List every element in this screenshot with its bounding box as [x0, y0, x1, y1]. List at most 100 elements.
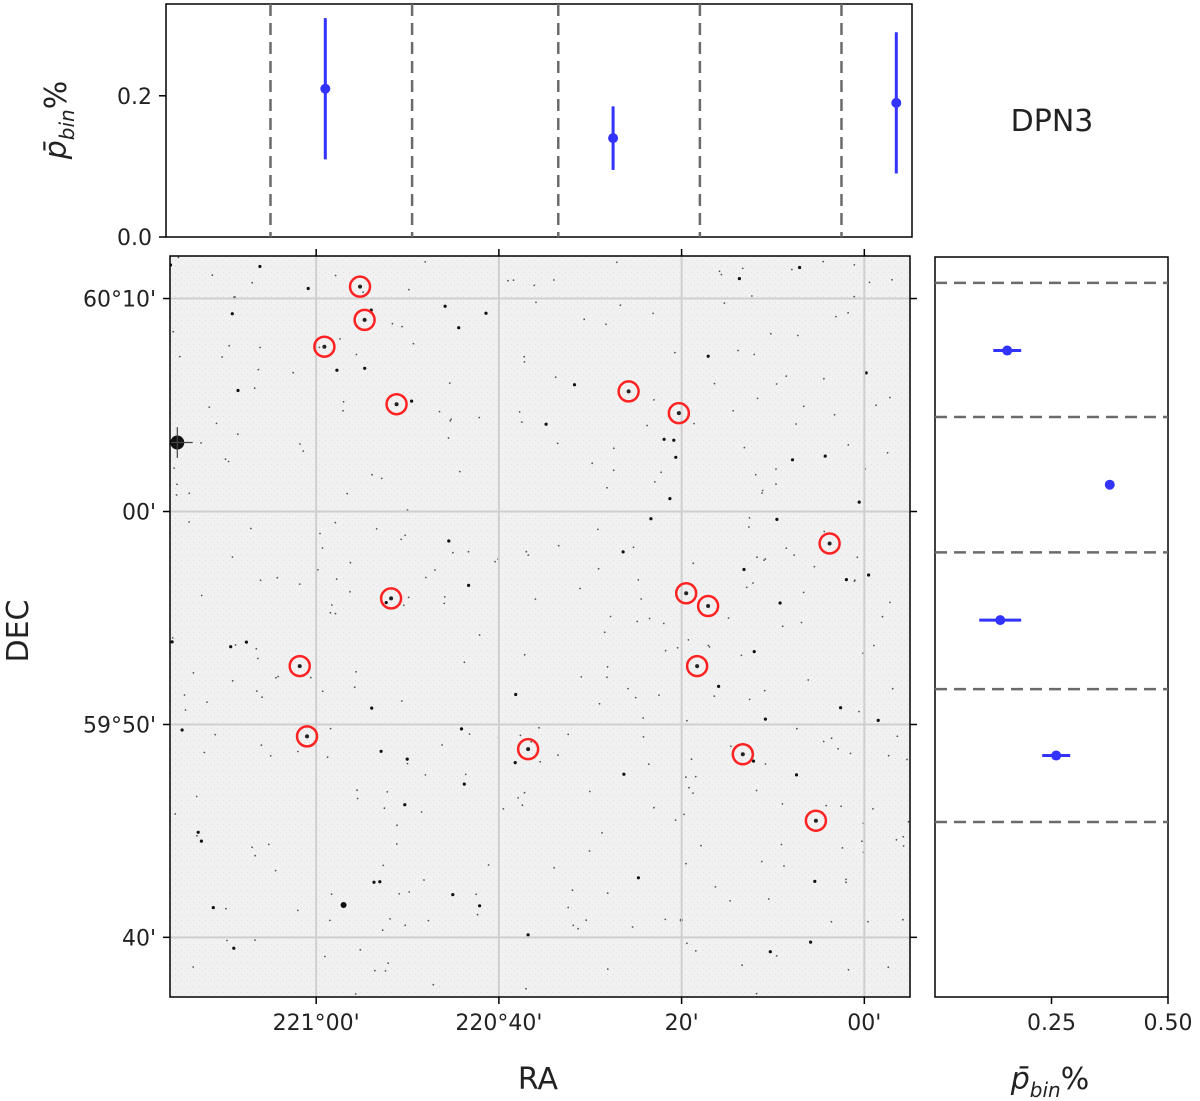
coordinate-grid: [170, 256, 910, 997]
field-star: [571, 889, 574, 892]
field-star: [538, 726, 540, 729]
marked-star-dot: [394, 402, 399, 407]
field-star: [694, 950, 697, 952]
field-star: [359, 948, 362, 951]
field-star: [813, 879, 817, 884]
field-star: [621, 550, 625, 554]
data-marker: [995, 615, 1006, 626]
field-star: [507, 279, 509, 282]
marked-star-dot: [358, 284, 363, 289]
field-star: [597, 567, 600, 570]
field-star: [379, 749, 383, 753]
field-star: [403, 803, 407, 807]
marked-star-dot: [684, 591, 689, 596]
sky-x-axis-label: RA: [518, 1062, 559, 1097]
y-tick-label: 40': [122, 926, 156, 951]
field-star: [176, 483, 178, 486]
field-star: [662, 437, 666, 441]
marked-star-circle: [731, 743, 755, 766]
bright-star-core: [340, 902, 347, 909]
field-star: [605, 323, 607, 326]
marked-star-dot: [706, 604, 711, 609]
field-star: [802, 405, 805, 408]
field-star: [407, 596, 410, 599]
field-star: [259, 579, 262, 582]
field-star: [606, 892, 609, 895]
field-star: [640, 598, 643, 600]
field-star: [642, 717, 645, 719]
field-star: [457, 326, 461, 330]
top-bin-lines: [269, 4, 843, 237]
field-star: [632, 546, 635, 549]
field-star: [653, 399, 655, 401]
data-point: [1042, 750, 1071, 761]
field-star: [823, 454, 827, 458]
field-star: [230, 312, 234, 316]
field-star: [793, 554, 796, 556]
field-star: [424, 261, 427, 263]
field-star: [748, 517, 751, 519]
field-star: [751, 759, 756, 763]
field-star: [318, 346, 321, 349]
field-star: [267, 843, 270, 846]
field-star: [588, 790, 591, 793]
marked-star: [295, 725, 319, 748]
field-star: [755, 992, 758, 995]
field-star: [467, 583, 471, 588]
right-panel-frame: [934, 256, 1169, 998]
field-star: [475, 893, 478, 896]
field-star: [324, 955, 326, 958]
field-star: [891, 687, 894, 690]
sky-ticks: 221°00' 220°40' 20' 00' 60°10' 00' 59°50' 40': [83, 249, 917, 1036]
data-marker: [608, 133, 619, 144]
field-star: [673, 351, 676, 354]
field-star: [760, 860, 763, 863]
field-star: [172, 330, 175, 333]
field-star: [755, 789, 758, 792]
field-star: [526, 933, 530, 937]
field-star: [257, 368, 260, 371]
field-star: [478, 634, 481, 636]
field-star: [292, 371, 295, 374]
field-star: [297, 750, 299, 753]
marked-star: [731, 743, 755, 766]
field-star: [907, 820, 910, 823]
field-star: [797, 334, 799, 337]
field-star: [634, 696, 637, 699]
field-star: [402, 604, 405, 607]
field-star: [404, 924, 407, 927]
field-star: [706, 354, 710, 358]
field-star: [830, 737, 833, 740]
field-star: [767, 898, 770, 900]
field-star: [512, 279, 515, 281]
field-star: [487, 864, 490, 866]
field-star: [395, 843, 398, 845]
field-star: [354, 993, 357, 995]
field-star: [887, 966, 890, 969]
field-star: [572, 383, 577, 387]
field-star: [636, 876, 641, 880]
field-star: [447, 539, 451, 543]
field-star: [530, 741, 533, 743]
data-point: [1104, 479, 1115, 490]
field-star: [523, 355, 526, 358]
field-star: [298, 583, 301, 585]
field-star: [398, 893, 401, 895]
field-star: [685, 776, 687, 779]
field-star: [813, 565, 816, 568]
field-star: [195, 795, 198, 798]
field-star: [567, 906, 570, 909]
field-star: [753, 353, 756, 356]
field-star: [459, 727, 464, 731]
field-star: [244, 640, 248, 644]
field-star: [276, 576, 279, 579]
field-star: [184, 709, 187, 711]
field-star: [383, 807, 386, 810]
field-star: [260, 744, 263, 747]
field-star: [237, 433, 239, 436]
field-star: [775, 517, 779, 522]
data-marker: [1002, 345, 1013, 356]
field-star: [269, 755, 272, 757]
field-star: [443, 602, 446, 605]
x-tick-label: 0.25: [1027, 1011, 1076, 1036]
